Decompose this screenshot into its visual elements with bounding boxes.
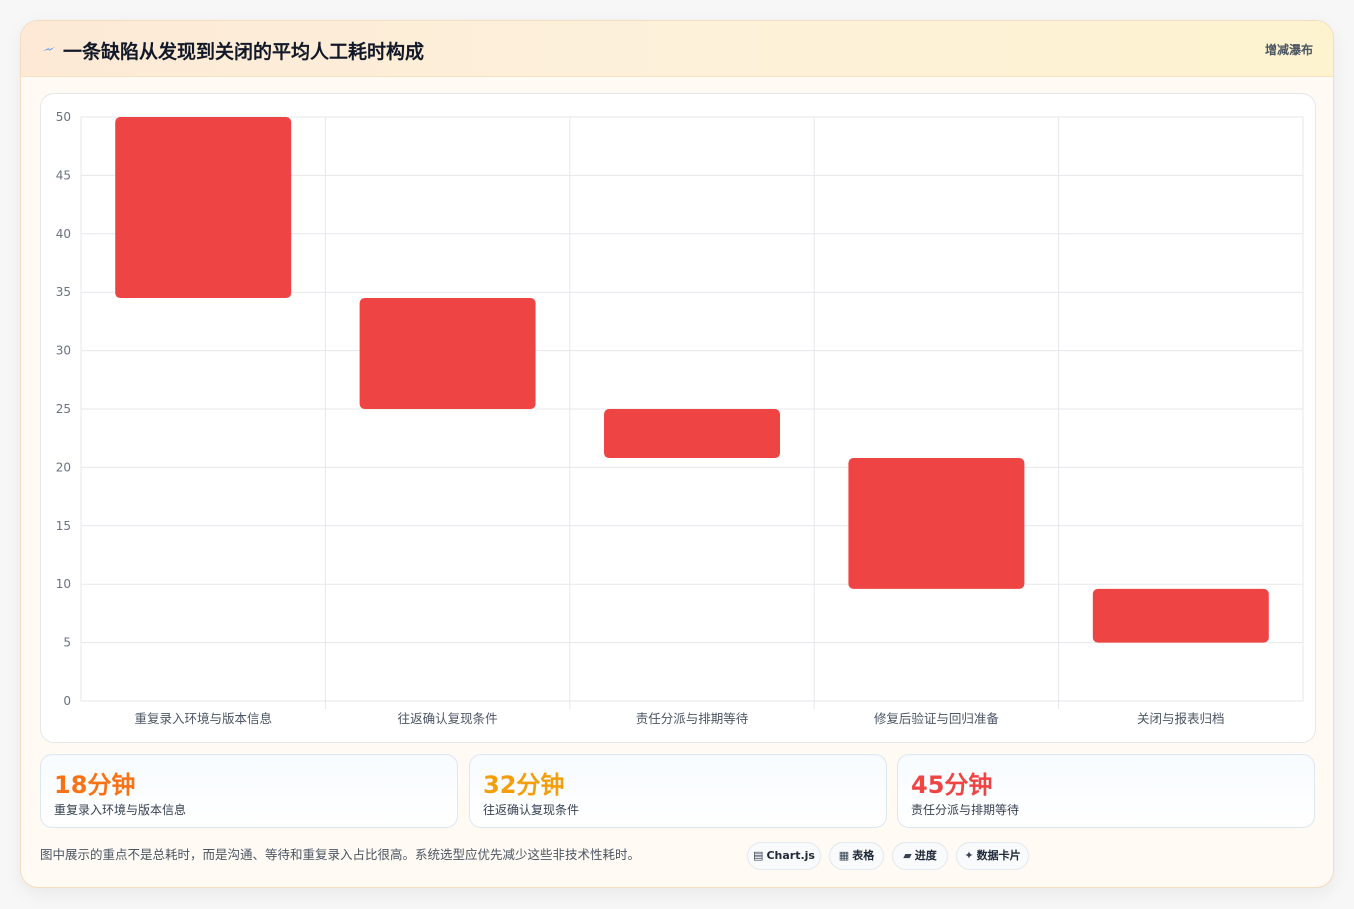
progress-icon: ▰ — [903, 849, 912, 862]
y-tick-label: 20 — [56, 460, 71, 474]
chip-label: Chart.js — [766, 849, 815, 862]
stat-value: 18分钟 — [54, 771, 136, 799]
waterfall-bar — [604, 409, 780, 459]
y-tick-label: 5 — [63, 636, 71, 650]
lightning-icon — [43, 47, 55, 51]
chip-data-card[interactable]: ✦ 数据卡片 — [956, 842, 1029, 870]
table-icon: ▦ — [838, 849, 850, 862]
y-tick-label: 45 — [56, 168, 71, 182]
stat-label: 责任分派与排期等待 — [911, 803, 1020, 817]
waterfall-bar — [1092, 588, 1269, 643]
y-tick-label: 15 — [56, 519, 71, 533]
waterfall-bar — [848, 458, 1025, 589]
chart-icon: ▤ — [753, 849, 764, 862]
stat-label: 重复录入环境与版本信息 — [54, 803, 187, 817]
y-tick-label: 10 — [56, 577, 71, 591]
y-tick-label: 0 — [63, 694, 71, 708]
waterfall-bar — [115, 117, 292, 299]
stat-card-2: 32分钟 往返确认复现条件 — [469, 754, 887, 828]
stat-label: 往返确认复现条件 — [483, 803, 580, 817]
chip-label: 表格 — [852, 849, 875, 862]
chip-label: 数据卡片 — [976, 849, 1021, 862]
chart-area: 0 5 10 15 20 25 30 35 40 45 50 重复录入环境与版本信息 往返确认复现条件 责… — [40, 93, 1316, 743]
stat-card-3: 45分钟 责任分派与排期等待 — [897, 754, 1315, 828]
chip-label: 进度 — [914, 849, 937, 862]
chip-table[interactable]: ▦ 表格 — [829, 842, 884, 870]
y-tick-label: 50 — [56, 110, 71, 124]
chip-progress[interactable]: ▰ 进度 — [892, 842, 948, 870]
chart-card: 一条缺陷从发现到关闭的平均人工耗时构成 增减瀑布 0 5 10 15 20 25 30 35 4… — [20, 20, 1334, 888]
footnote: 图中展示的重点不是总耗时，而是沟通、等待和重复录入占比很高。系统选型应优先减少这… — [40, 847, 641, 862]
waterfall-type-link[interactable]: 增减瀑布 — [1264, 43, 1313, 57]
stat-value: 45分钟 — [911, 771, 993, 799]
waterfall-bar — [359, 298, 536, 409]
y-tick-label: 25 — [56, 402, 71, 416]
y-tick-label: 40 — [56, 227, 71, 241]
x-tick-label: 修复后验证与回归准备 — [874, 711, 1000, 726]
page-title: 一条缺陷从发现到关闭的平均人工耗时构成 — [63, 41, 425, 63]
y-tick-label: 30 — [56, 344, 71, 358]
x-tick-label: 重复录入环境与版本信息 — [134, 711, 272, 726]
card-header: 一条缺陷从发现到关闭的平均人工耗时构成 增减瀑布 — [21, 21, 1333, 77]
x-tick-label: 关闭与报表归档 — [1137, 711, 1225, 726]
stat-card-1: 18分钟 重复录入环境与版本信息 — [40, 754, 458, 828]
waterfall-chart: 0 5 10 15 20 25 30 35 40 45 50 重复录入环境与版本信息 往返确认复现条件 责… — [56, 110, 1304, 726]
card-icon: ✦ — [964, 849, 974, 862]
x-tick-label: 往返确认复现条件 — [398, 711, 498, 726]
y-tick-label: 35 — [56, 285, 71, 299]
chip-chartjs[interactable]: ▤ Chart.js — [747, 842, 821, 870]
stat-value: 32分钟 — [483, 771, 565, 799]
x-tick-label: 责任分派与排期等待 — [636, 711, 749, 726]
